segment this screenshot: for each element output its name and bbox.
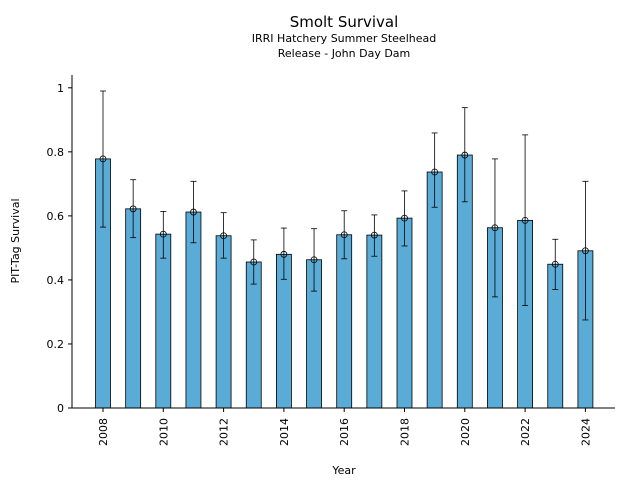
x-tick-label: 2010	[157, 418, 170, 446]
data-point	[370, 231, 378, 239]
data-point	[220, 232, 228, 240]
y-tick-label: 0	[57, 402, 64, 415]
data-point	[99, 155, 107, 163]
x-tick-label: 2024	[579, 418, 592, 446]
data-point	[491, 224, 499, 232]
data-point	[129, 205, 137, 213]
data-point	[551, 260, 559, 268]
x-tick-label: 2020	[459, 418, 472, 446]
y-tick-label: 1	[57, 82, 64, 95]
plot-area	[95, 90, 594, 409]
bar	[125, 208, 142, 409]
y-axis: 0 0.2 0.4 0.6 0.8 1	[47, 75, 73, 415]
x-tick-label: 2016	[338, 418, 351, 446]
bar	[366, 234, 383, 409]
bar	[215, 235, 232, 409]
y-axis-label: PIT-Tag Survival	[9, 198, 22, 283]
y-tick-label: 0.4	[47, 274, 65, 287]
data-point	[159, 230, 167, 238]
x-tick-label: 2014	[278, 418, 291, 446]
bar	[336, 234, 353, 409]
data-point	[280, 250, 288, 258]
chart-subtitle-line-1: IRRI Hatchery Summer Steelhead	[252, 32, 436, 45]
data-point	[431, 168, 439, 176]
bar	[155, 233, 172, 409]
data-point	[582, 247, 589, 255]
y-tick-label: 0.2	[47, 338, 65, 351]
x-tick-label: 2012	[218, 418, 231, 446]
y-tick-label: 0.6	[47, 210, 65, 223]
chart-subtitle-line-2: Release - John Day Dam	[278, 47, 411, 60]
data-point	[461, 151, 469, 159]
data-point	[340, 231, 348, 239]
data-point	[190, 208, 197, 216]
x-tick-label: 2008	[97, 418, 110, 446]
data-point	[401, 214, 408, 222]
x-tick-label: 2018	[399, 418, 412, 446]
chart-title: Smolt Survival	[290, 13, 399, 31]
data-point	[521, 216, 529, 224]
x-axis: 2008 2010 2012 2014 2016 2018 2020 2022 2024	[72, 407, 615, 446]
x-axis-label: Year	[331, 464, 356, 477]
x-tick-label: 2022	[519, 418, 532, 446]
data-point	[250, 258, 258, 266]
y-tick-label: 0.8	[47, 146, 65, 159]
data-point	[310, 256, 318, 264]
bar	[396, 217, 413, 409]
